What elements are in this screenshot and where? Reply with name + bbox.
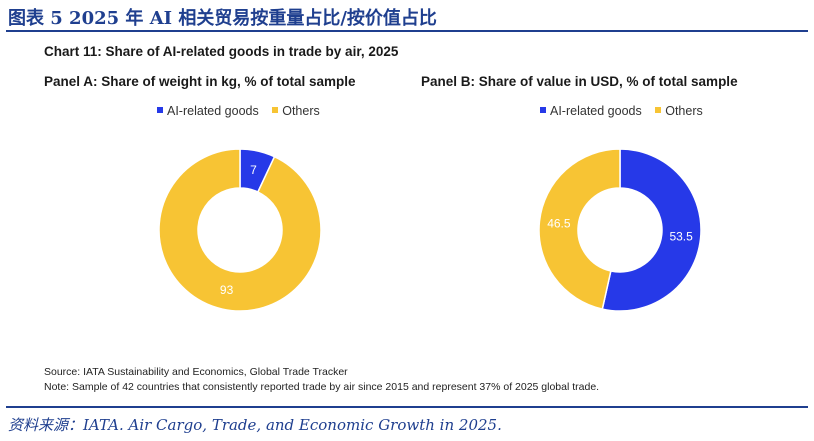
- panel-a-title: Panel A: Share of weight in kg, % of tot…: [44, 74, 356, 89]
- legend-item-others: Others: [272, 104, 320, 118]
- legend-label-ai: AI-related goods: [167, 104, 259, 118]
- legend-item-others: Others: [655, 104, 703, 118]
- legend-label-others: Others: [665, 104, 703, 118]
- donut-slice-others: [538, 148, 621, 310]
- panel-a-donut-chart: 7 93: [158, 148, 322, 312]
- chart-source-note: Source: IATA Sustainability and Economic…: [44, 366, 348, 378]
- legend-swatch-ai: [540, 107, 546, 113]
- panel-b-title: Panel B: Share of value in USD, % of tot…: [421, 74, 738, 89]
- legend-item-ai: AI-related goods: [540, 104, 642, 118]
- data-label-others: 93: [220, 283, 234, 297]
- figure-title: 图表 5 2025 年 AI 相关贸易按重量占比/按价值占比: [8, 8, 437, 29]
- data-label-ai-related: 53.5: [669, 230, 693, 244]
- footer-divider: [6, 406, 808, 408]
- legend-label-ai: AI-related goods: [550, 104, 642, 118]
- panel-b-legend: AI-related goods Others: [540, 104, 713, 118]
- footer-source: 资料来源：IATA. Air Cargo, Trade, and Economi…: [8, 416, 502, 434]
- legend-label-others: Others: [282, 104, 320, 118]
- legend-swatch-others: [655, 107, 662, 113]
- data-label-others: 46.5: [547, 216, 571, 230]
- legend-swatch-ai: [157, 107, 163, 113]
- chart-title: Chart 11: Share of AI-related goods in t…: [44, 44, 399, 59]
- panel-b-donut-chart: 53.5 46.5: [538, 148, 702, 312]
- legend-item-ai: AI-related goods: [157, 104, 259, 118]
- donut-slice-others: [158, 148, 322, 312]
- legend-swatch-others: [272, 107, 279, 113]
- header-divider: [6, 30, 808, 32]
- chart-sample-note: Note: Sample of 42 countries that consis…: [44, 381, 600, 393]
- data-label-ai-related: 7: [250, 163, 257, 177]
- donut-slice-ai-related: [601, 148, 702, 312]
- panel-a-legend: AI-related goods Others: [157, 104, 330, 118]
